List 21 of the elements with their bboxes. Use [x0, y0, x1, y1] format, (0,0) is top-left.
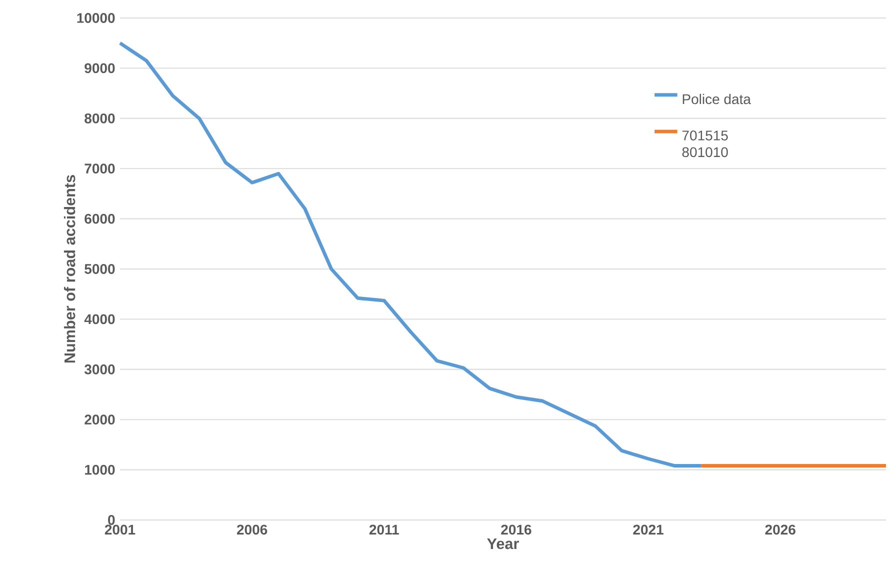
x-axis-title: Year: [487, 538, 519, 550]
y-tick-label: 3000: [84, 364, 115, 374]
y-tick-label: 4000: [84, 314, 115, 324]
y-tick-label: 6000: [84, 214, 115, 224]
x-tick-label: 2016: [501, 524, 532, 535]
legend-label: 701515 801010: [682, 130, 728, 158]
x-tick-label: 2011: [369, 524, 399, 535]
y-tick-label: 1000: [85, 464, 115, 475]
y-tick-label: 9000: [84, 63, 115, 74]
y-tick-label: 10000: [77, 13, 115, 23]
x-tick-label: 2021: [633, 524, 664, 535]
legend-label: Police data: [682, 94, 751, 104]
x-tick-label: 2006: [236, 524, 268, 535]
y-tick-label: 8000: [84, 113, 115, 124]
x-tick-label: 2001: [104, 524, 136, 535]
y-axis-title: Number of road accidents: [64, 175, 76, 363]
y-tick-label: 5000: [84, 264, 115, 274]
y-tick-label: 7000: [84, 164, 115, 174]
y-tick-label: 0: [108, 515, 115, 525]
x-tick-label: 2026: [765, 524, 796, 535]
y-tick-label: 2000: [84, 414, 115, 425]
